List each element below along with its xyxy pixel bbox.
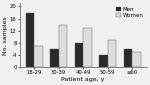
- Bar: [124, 49, 132, 67]
- Bar: [34, 46, 43, 67]
- Bar: [50, 49, 59, 67]
- Y-axis label: No. samples: No. samples: [3, 16, 8, 54]
- Bar: [59, 25, 67, 67]
- X-axis label: Patient age, y: Patient age, y: [61, 76, 105, 82]
- Bar: [83, 28, 92, 67]
- Bar: [108, 40, 116, 67]
- Legend: Men, Women: Men, Women: [116, 6, 144, 18]
- Bar: [132, 52, 141, 67]
- Bar: [99, 55, 108, 67]
- Bar: [75, 43, 83, 67]
- Bar: [26, 13, 34, 67]
